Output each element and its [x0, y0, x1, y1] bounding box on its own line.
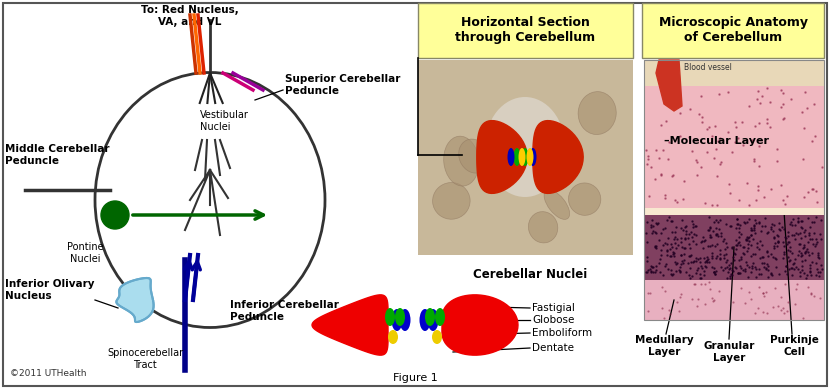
Bar [644, 60, 824, 320]
Polygon shape [656, 60, 682, 111]
Ellipse shape [569, 183, 601, 215]
Bar [418, 60, 633, 255]
Ellipse shape [520, 146, 544, 169]
Ellipse shape [459, 139, 489, 173]
Text: Spinocerebellar
Tract: Spinocerebellar Tract [107, 348, 183, 370]
Text: To: Red Nucleus,
VA, and VL: To: Red Nucleus, VA, and VL [141, 5, 239, 27]
Ellipse shape [425, 308, 435, 326]
Text: Inferior Cerebellar
Peduncle: Inferior Cerebellar Peduncle [230, 300, 339, 322]
Text: Microscopic Anatomy
of Cerebellum: Microscopic Anatomy of Cerebellum [658, 16, 808, 44]
Polygon shape [116, 278, 154, 322]
Text: Purkinje
Cell: Purkinje Cell [769, 335, 818, 356]
Ellipse shape [427, 309, 438, 331]
Ellipse shape [432, 183, 470, 219]
Polygon shape [533, 121, 583, 193]
Text: Middle Cerebellar
Peduncle: Middle Cerebellar Peduncle [5, 144, 110, 166]
Text: Pontine
Nuclei: Pontine Nuclei [66, 242, 103, 264]
Ellipse shape [507, 148, 515, 166]
Text: Emboliform: Emboliform [532, 328, 592, 338]
Bar [644, 208, 824, 215]
Bar [644, 60, 824, 86]
Text: Medullary
Layer: Medullary Layer [635, 335, 693, 356]
Ellipse shape [444, 136, 479, 186]
Ellipse shape [519, 148, 525, 166]
Text: Blood vessel: Blood vessel [684, 63, 732, 72]
Text: Vestibular
Nuclei: Vestibular Nuclei [200, 110, 249, 131]
Ellipse shape [521, 148, 529, 166]
Bar [642, 3, 824, 58]
Ellipse shape [95, 73, 325, 328]
Ellipse shape [435, 308, 445, 326]
Ellipse shape [514, 148, 520, 166]
Ellipse shape [432, 330, 442, 344]
Ellipse shape [392, 309, 403, 331]
Ellipse shape [388, 330, 398, 344]
Text: Superior Cerebellar
Peduncle: Superior Cerebellar Peduncle [285, 74, 400, 96]
Text: Fastigial: Fastigial [532, 303, 575, 313]
Text: Horizontal Section
through Cerebellum: Horizontal Section through Cerebellum [455, 16, 595, 44]
Text: Dentate: Dentate [532, 343, 574, 353]
Ellipse shape [385, 308, 395, 326]
Text: Granular
Layer: Granular Layer [703, 341, 754, 363]
Polygon shape [442, 295, 518, 355]
Bar [644, 215, 824, 280]
Text: –Molecular Layer: –Molecular Layer [664, 136, 769, 146]
Ellipse shape [579, 92, 616, 135]
Ellipse shape [529, 212, 558, 243]
Bar [644, 86, 824, 208]
Text: Figure 1: Figure 1 [393, 373, 437, 383]
Ellipse shape [526, 148, 534, 166]
Ellipse shape [395, 308, 405, 326]
Ellipse shape [485, 97, 565, 197]
Ellipse shape [419, 309, 431, 331]
Text: Inferior Olivary
Nucleus: Inferior Olivary Nucleus [5, 279, 95, 301]
Polygon shape [312, 295, 388, 355]
Ellipse shape [530, 148, 536, 166]
Circle shape [101, 201, 129, 229]
Text: ©2011 UTHealth: ©2011 UTHealth [10, 369, 86, 378]
Bar [644, 280, 824, 320]
Ellipse shape [399, 309, 411, 331]
Text: Cerebellar Nuclei: Cerebellar Nuclei [473, 268, 587, 281]
Bar [418, 3, 633, 58]
Text: Globose: Globose [532, 315, 574, 325]
Polygon shape [476, 121, 527, 193]
Ellipse shape [544, 190, 569, 220]
